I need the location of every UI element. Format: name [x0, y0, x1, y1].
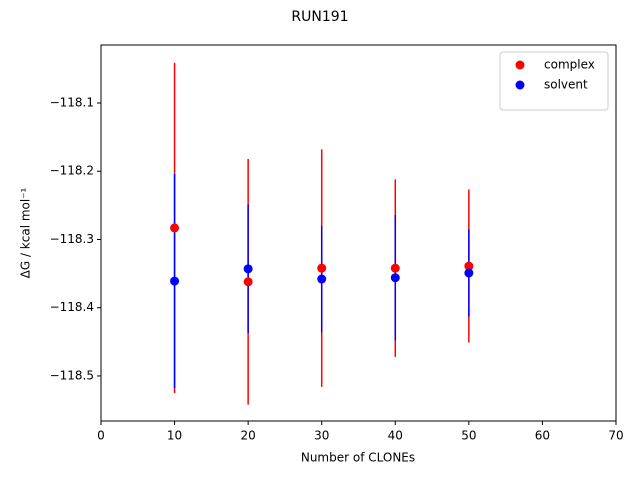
- legend-box: [499, 51, 609, 111]
- y-tick-label: −118.1: [50, 96, 94, 110]
- point: [317, 263, 327, 273]
- x-tick-label: 20: [241, 429, 256, 443]
- x-tick-label: 60: [535, 429, 550, 443]
- legend-label: complex: [544, 58, 595, 72]
- y-axis-label: ΔG / kcal mol⁻¹: [19, 187, 33, 278]
- y-tick-label: −118.2: [50, 164, 94, 178]
- point: [317, 274, 327, 284]
- x-tick-label: 50: [461, 429, 476, 443]
- point: [390, 263, 400, 273]
- plot-area: [100, 44, 617, 422]
- x-axis-label: Number of CLONEs: [301, 451, 415, 465]
- y-tick-label: −118.4: [50, 300, 94, 314]
- chart-title: RUN191: [291, 9, 348, 25]
- legend-label: solvent: [544, 78, 588, 92]
- x-tick-label: 30: [314, 429, 329, 443]
- point: [464, 261, 474, 271]
- legend-marker: [515, 80, 525, 90]
- x-tick-label: 40: [388, 429, 403, 443]
- point: [243, 264, 253, 274]
- x-tick-label: 0: [97, 429, 105, 443]
- point: [170, 276, 180, 286]
- y-tick-label: −118.3: [50, 232, 94, 246]
- y-tick-label: −118.5: [50, 368, 94, 382]
- point: [390, 273, 400, 283]
- legend-marker: [515, 60, 525, 70]
- point: [464, 268, 474, 278]
- x-tick-label: 10: [167, 429, 182, 443]
- point: [243, 277, 253, 287]
- point: [170, 223, 180, 233]
- x-tick-label: 70: [608, 429, 623, 443]
